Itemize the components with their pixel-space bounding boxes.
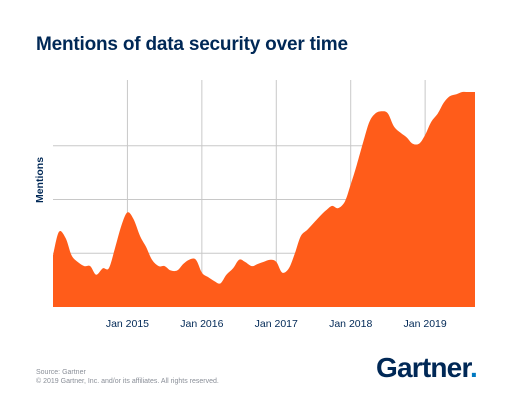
x-tick-label: Jan 2017 [255,318,298,330]
x-tick-label: Jan 2015 [106,318,149,330]
gartner-logo: Gartner. [376,352,478,384]
logo-text: Gartner [376,352,471,383]
copyright-note: © 2019 Gartner, Inc. and/or its affiliat… [36,378,219,385]
x-tick-label: Jan 2018 [329,318,372,330]
x-axis-tick-labels: Jan 2015 Jan 2016 Jan 2017 Jan 2018 Jan 2019 [106,318,447,330]
y-axis-label: Mentions [34,157,46,203]
source-note: Source: Gartner [36,369,86,376]
x-tick-label: Jan 2019 [404,318,447,330]
x-tick-label: Jan 2016 [180,318,223,330]
chart-title: Mentions of data security over time [36,34,348,55]
logo-dot: . [470,352,478,383]
data-security-mentions-area [53,91,475,307]
footer: Source: Gartner © 2019 Gartner, Inc. and… [36,368,219,386]
